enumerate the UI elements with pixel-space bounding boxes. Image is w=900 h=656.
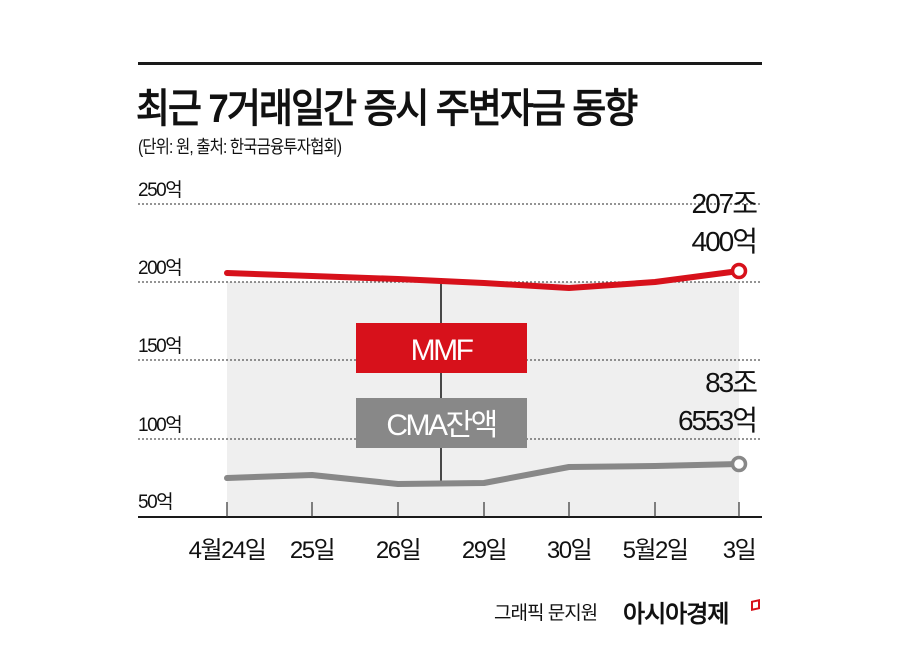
x-tick-label-30: 30일	[547, 537, 591, 564]
x-tick-label-03: 3일	[723, 537, 755, 564]
legend-label-cma: CMA잔액	[386, 409, 495, 442]
y-tick-label-250: 250억	[138, 179, 181, 201]
legend-box-mmf	[356, 323, 527, 373]
x-tick-label-0424: 4월24일	[189, 537, 266, 564]
series-endpoint-mmf	[730, 262, 748, 280]
y-tick-label-200: 200억	[138, 257, 181, 279]
x-tick-label-0502: 5월2일	[623, 537, 688, 564]
legend-label-mmf: MMF	[411, 334, 474, 367]
top-rule	[138, 62, 762, 65]
annotation-mmf-line1: 207조	[692, 188, 758, 219]
chart-title: 최근 7거래일간 증시 주변자금 동향	[136, 87, 638, 131]
x-ticks	[226, 502, 740, 517]
series-endpoint-cma	[730, 455, 748, 473]
publisher-logo-mark-icon	[751, 599, 760, 611]
x-tick-label-29: 29일	[462, 537, 506, 564]
series-line-cma	[224, 461, 742, 487]
annotation-cma-line2: 6553억	[678, 405, 756, 436]
series-line-mmf	[224, 268, 742, 291]
y-tick-label-150: 150억	[138, 335, 181, 357]
x-tick-label-26: 26일	[376, 537, 420, 564]
x-tick-label-25: 25일	[290, 537, 334, 564]
annotation-cma-line1: 83조	[705, 367, 757, 398]
publisher-logo: 아시아경제	[623, 601, 729, 628]
chart-subtitle: (단위: 원, 출처: 한국금융투자협회)	[138, 137, 342, 157]
y-tick-label-100: 100억	[138, 414, 181, 436]
legend-box-cma	[356, 398, 527, 448]
y-tick-label-50: 50억	[138, 491, 172, 513]
graphic-credit: 그래픽 문지원	[494, 603, 598, 624]
annotation-mmf-line2: 400억	[692, 226, 756, 257]
